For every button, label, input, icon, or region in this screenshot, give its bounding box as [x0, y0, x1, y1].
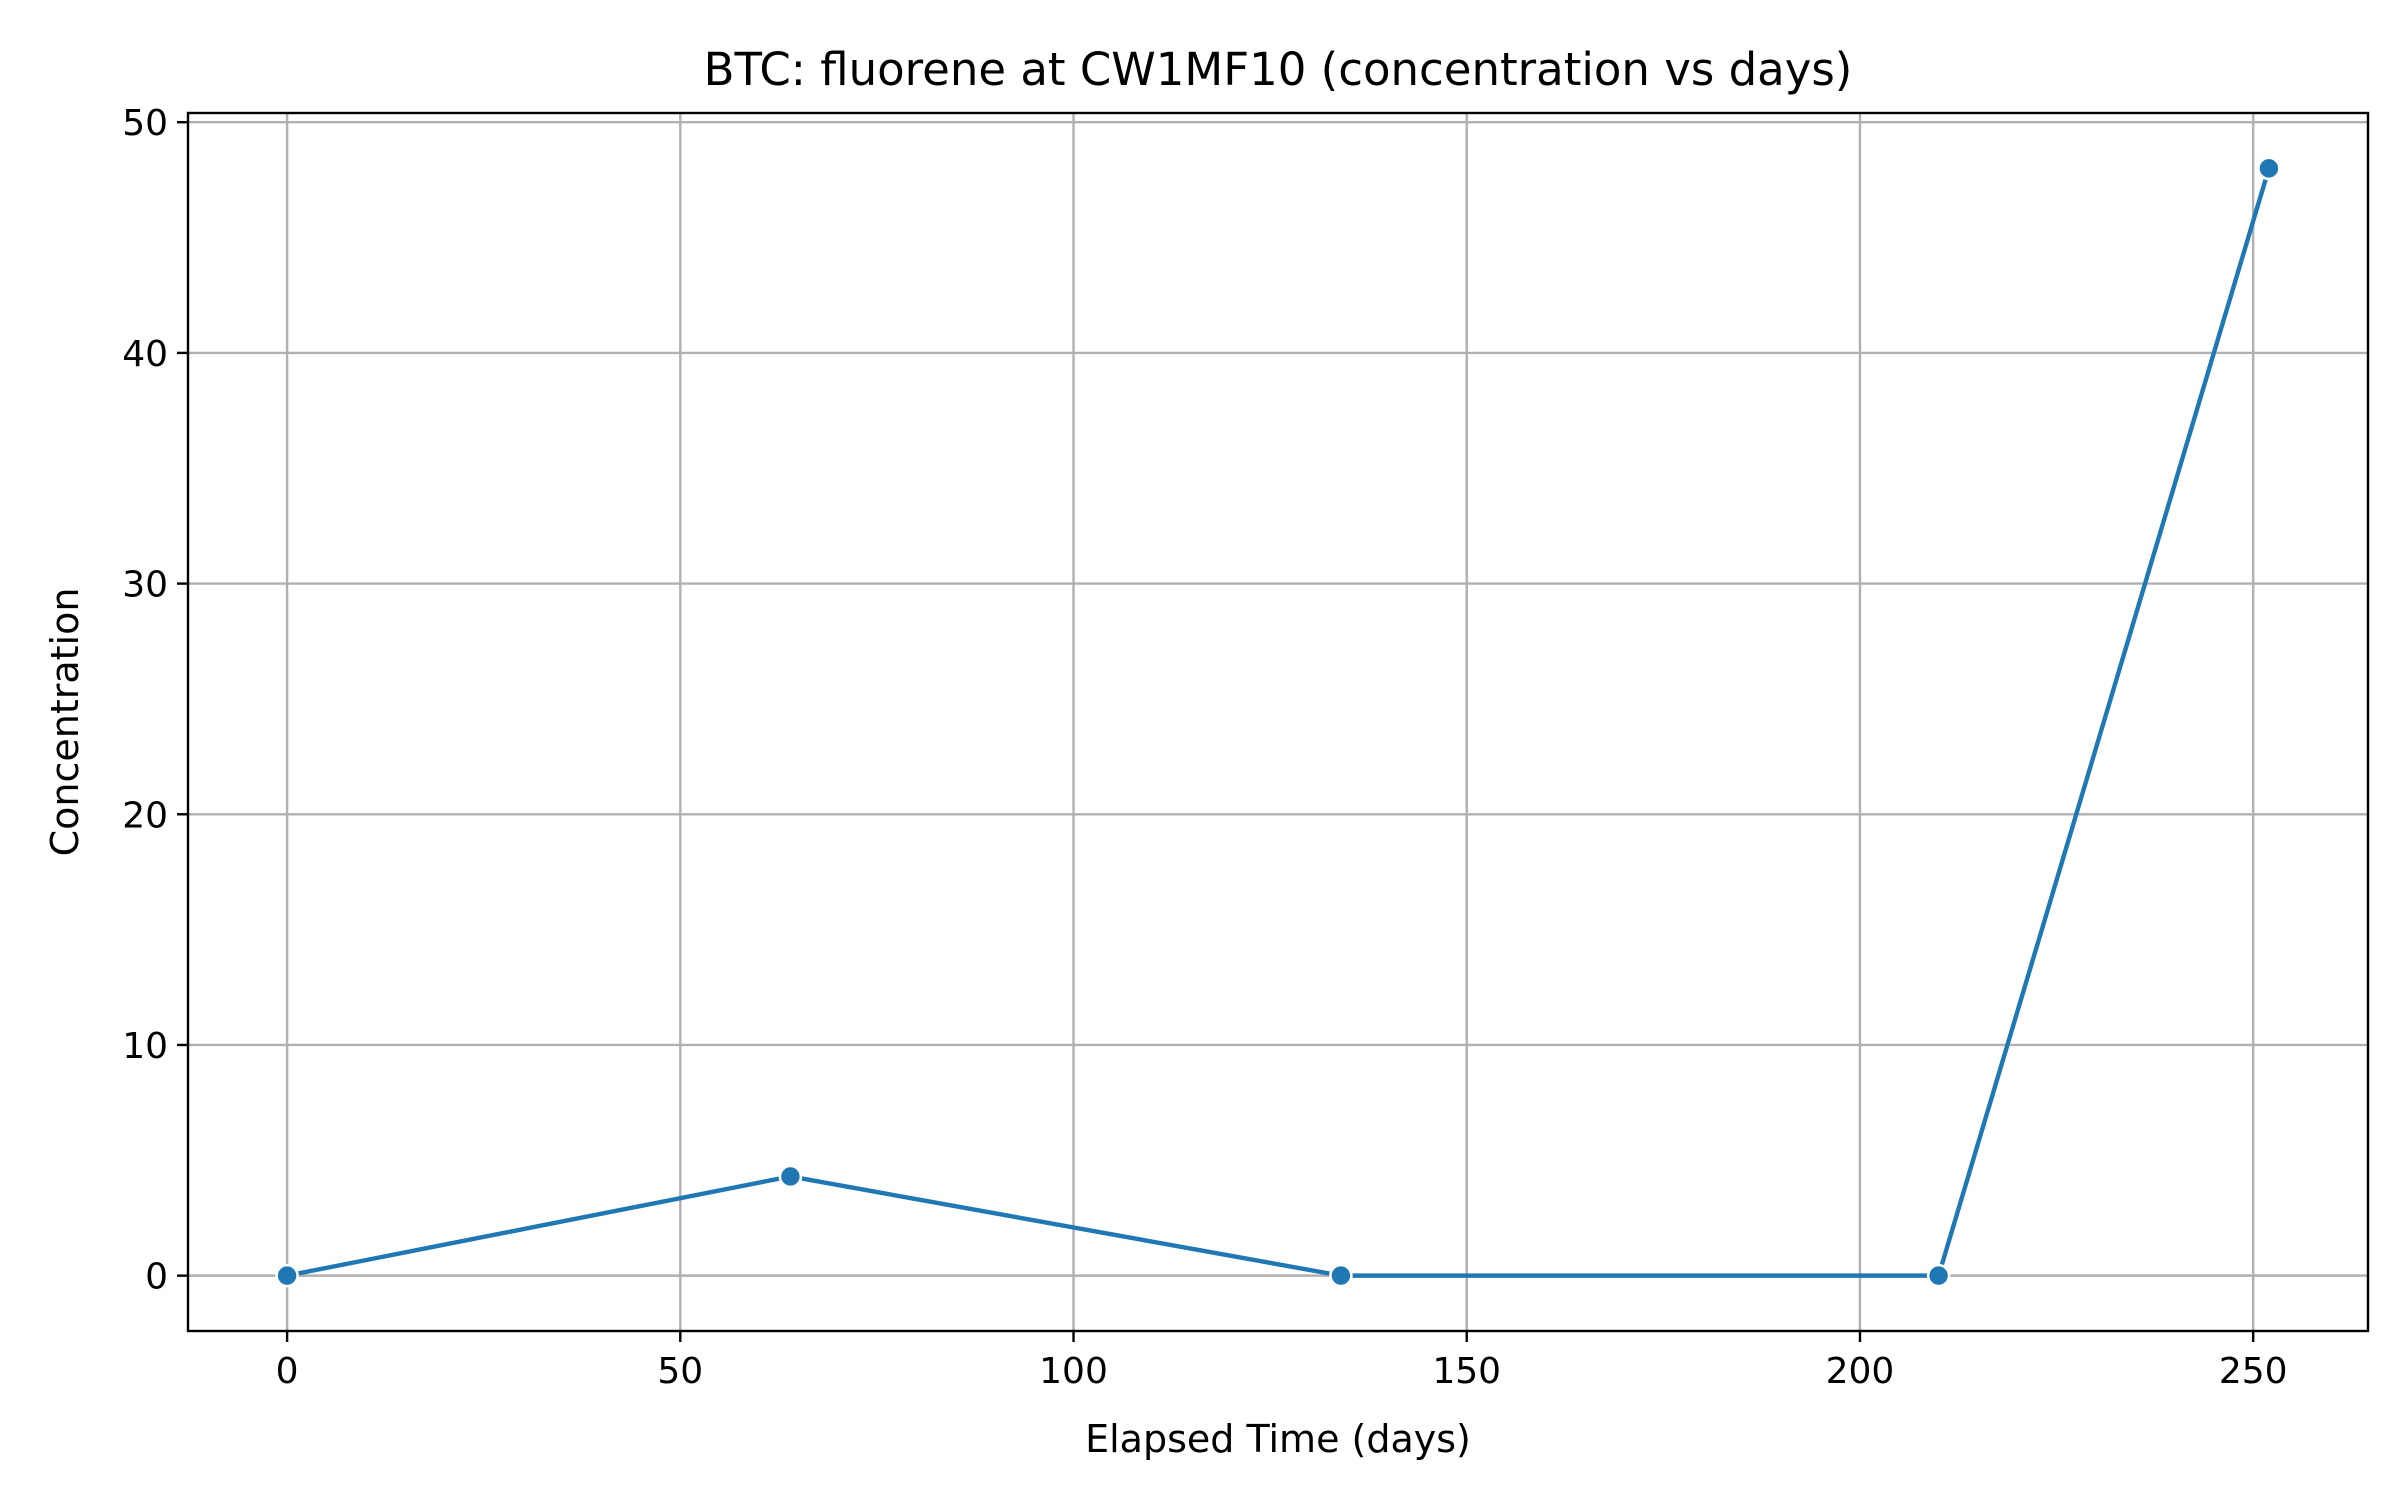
- data-point: [778, 1164, 803, 1189]
- y-tick-label: 10: [122, 1026, 168, 1067]
- x-tick-label: 50: [657, 1351, 703, 1392]
- grid: [188, 113, 2368, 1331]
- axes-frame: [186, 111, 2370, 1333]
- ticks: 0 50 100 150 200 250 0 10 20 30 40 50: [122, 103, 2287, 1392]
- x-tick-label: 150: [1432, 1351, 1501, 1392]
- x-axis-label: Elapsed Time (days): [1085, 1417, 1471, 1461]
- data-point: [1329, 1263, 1353, 1288]
- y-tick-label: 30: [122, 565, 168, 606]
- x-tick-label: 100: [1039, 1351, 1108, 1392]
- data-point: [1926, 1263, 1951, 1288]
- chart-title: BTC: fluorene at CW1MF10 (concentration …: [704, 43, 1853, 96]
- y-tick-label: 20: [122, 795, 168, 836]
- y-tick-label: 50: [122, 103, 168, 144]
- series-layer: [275, 156, 2281, 1288]
- data-point: [275, 1263, 299, 1288]
- y-tick-label: 40: [122, 334, 168, 375]
- x-tick-label: 200: [1826, 1351, 1895, 1392]
- x-tick-label: 0: [276, 1351, 299, 1392]
- x-tick-label: 250: [2219, 1351, 2288, 1392]
- y-axis-label: Concentration: [43, 588, 87, 857]
- y-tick-label: 0: [145, 1257, 168, 1298]
- data-point: [2257, 156, 2281, 181]
